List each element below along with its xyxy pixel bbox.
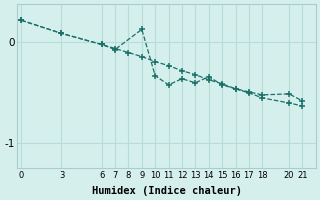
- X-axis label: Humidex (Indice chaleur): Humidex (Indice chaleur): [92, 186, 242, 196]
